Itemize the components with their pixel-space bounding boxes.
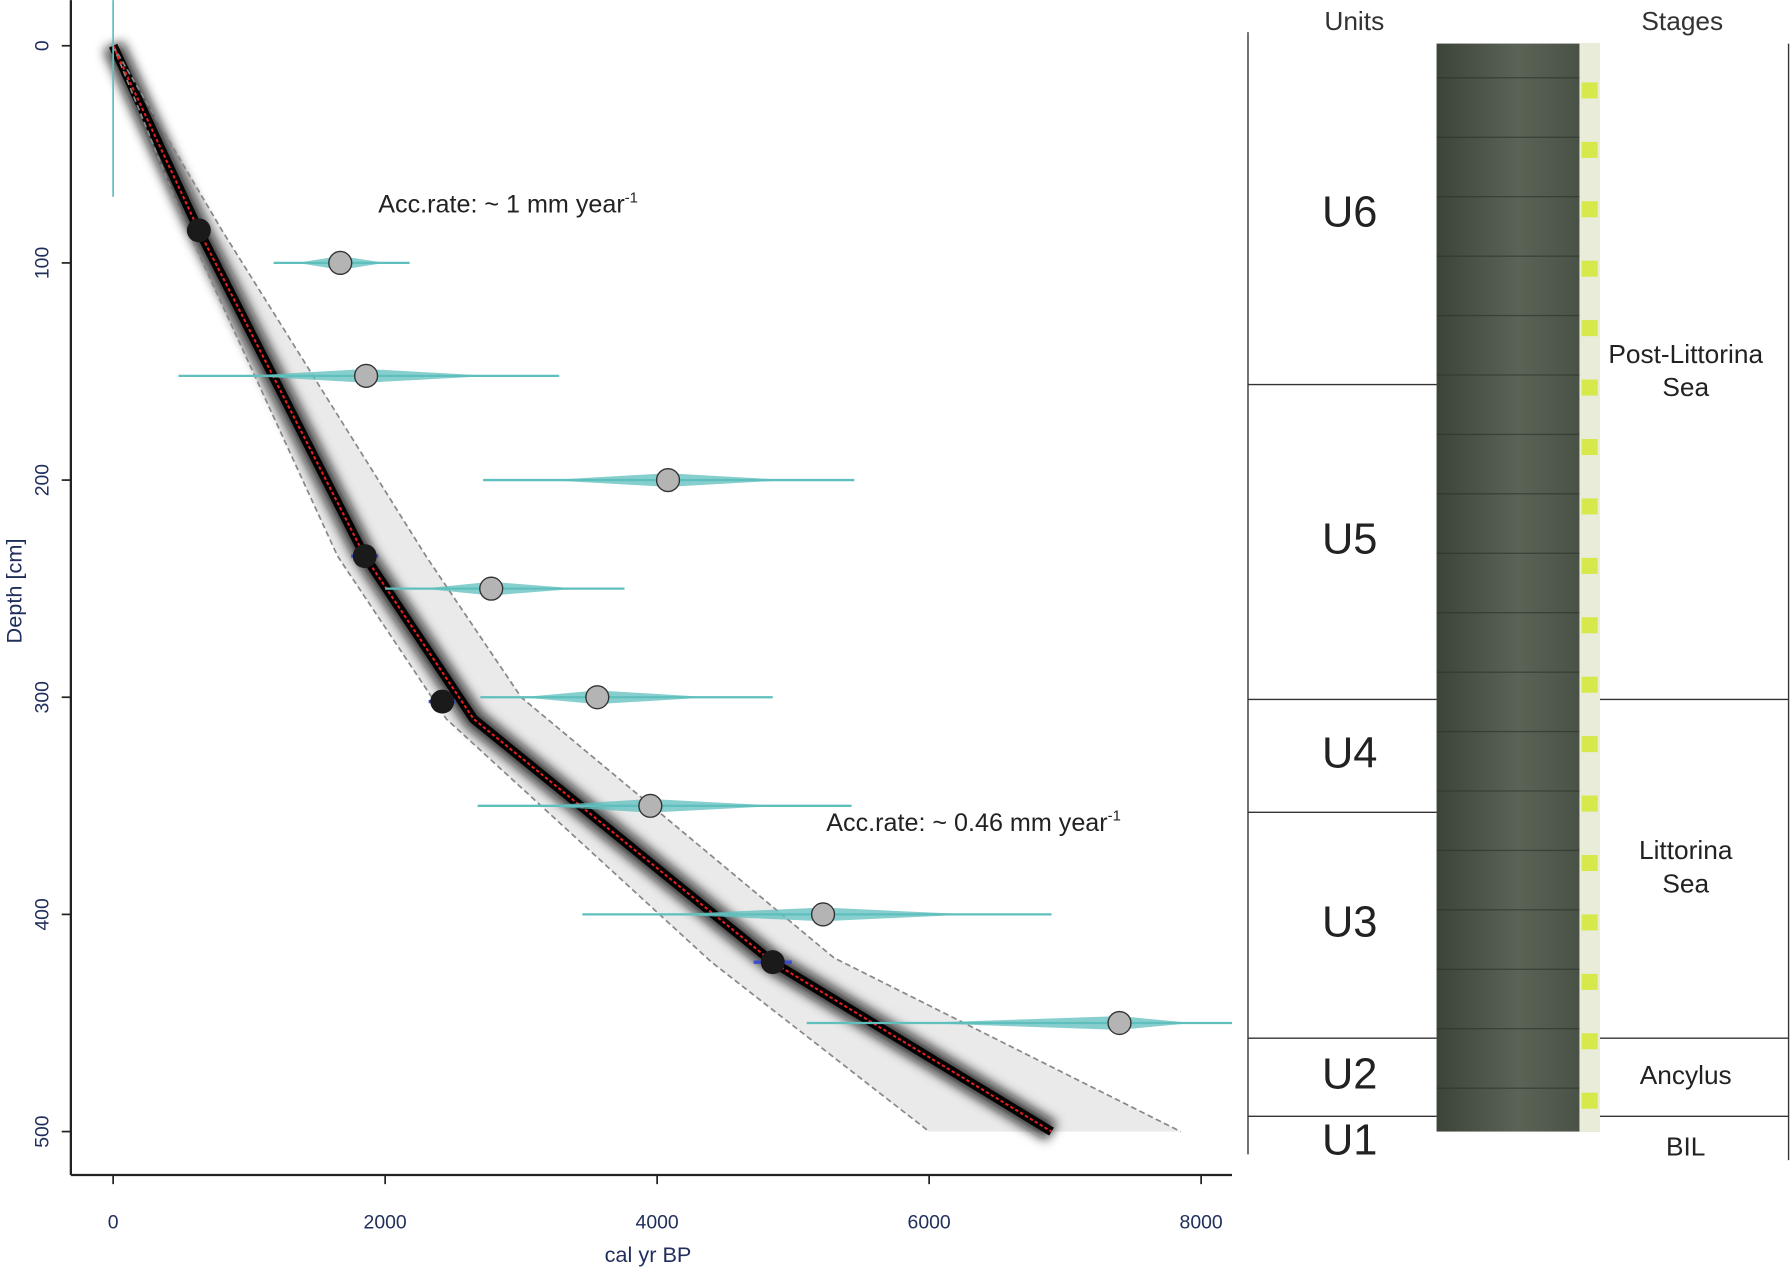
unit-label: U4 xyxy=(1322,729,1378,777)
units-header: Units xyxy=(1324,6,1384,36)
date-point xyxy=(810,902,836,927)
date-point xyxy=(328,250,353,276)
date-density xyxy=(521,690,712,705)
core-tag xyxy=(1581,1033,1598,1050)
core-image xyxy=(1436,43,1600,1132)
core-tag xyxy=(1581,855,1598,871)
density-core xyxy=(109,43,1054,1136)
x-tick-label: 6000 xyxy=(908,1212,951,1234)
stage-label: BIL xyxy=(1666,1132,1705,1162)
uncertainty-envelope xyxy=(113,45,1181,1132)
y-tick-label: 0 xyxy=(32,40,54,51)
core-tag xyxy=(1581,676,1598,693)
stage-label: Ancylus xyxy=(1640,1060,1732,1090)
core-tag xyxy=(1581,736,1598,753)
plot-area xyxy=(103,41,1232,1141)
dated-point xyxy=(430,689,455,714)
date-point xyxy=(1107,1010,1132,1036)
core-tag xyxy=(1581,914,1598,931)
date-point xyxy=(655,467,681,493)
unit-label: U2 xyxy=(1322,1051,1378,1099)
unit-label: U5 xyxy=(1322,515,1378,563)
core-log xyxy=(1247,32,1790,1161)
y-tick-label: 300 xyxy=(32,681,54,714)
x-tick-label: 8000 xyxy=(1180,1212,1223,1234)
annotation-text: Acc.rate: ~ 1 mm year xyxy=(378,191,624,219)
core-tag xyxy=(1581,201,1598,218)
unit-label: U3 xyxy=(1322,899,1378,947)
stage-label: Littorina xyxy=(1639,835,1733,865)
core-tag xyxy=(1581,973,1598,990)
annotation-sup: -1 xyxy=(1108,809,1121,825)
date-point xyxy=(638,793,663,818)
annotation: Acc.rate: ~ 1 mm year-1 xyxy=(378,190,638,218)
stage-label: Sea xyxy=(1662,372,1709,402)
x-tick-label: 4000 xyxy=(636,1212,679,1234)
y-tick-label: 100 xyxy=(32,247,54,280)
dated-point xyxy=(352,544,377,569)
stage-label: Sea xyxy=(1662,868,1709,898)
date-point xyxy=(353,363,379,388)
dated-point xyxy=(186,218,211,243)
core-tag xyxy=(1581,617,1598,634)
core-tag xyxy=(1581,260,1598,277)
axes xyxy=(69,0,1232,1177)
y-tick-label: 500 xyxy=(32,1115,54,1148)
core-tag xyxy=(1581,379,1598,396)
y-tick-label: 400 xyxy=(32,898,54,931)
annotation-sup: -1 xyxy=(625,190,638,206)
core-tag xyxy=(1581,498,1598,515)
x-tick-label: 2000 xyxy=(364,1212,407,1234)
confidence-bound xyxy=(112,45,1182,1133)
annotation: Acc.rate: ~ 0.46 mm year-1 xyxy=(826,809,1121,837)
core-tag xyxy=(1581,557,1598,574)
y-axis-title: Depth [cm] xyxy=(2,539,27,644)
annotation-text: Acc.rate: ~ 0.46 mm year xyxy=(826,809,1107,837)
confidence-bound xyxy=(112,45,930,1133)
y-tick-label: 200 xyxy=(32,464,54,497)
core-tag xyxy=(1581,82,1598,99)
core-tag xyxy=(1581,320,1598,337)
core-tag xyxy=(1581,1092,1598,1109)
stage-label: Post-Littorina xyxy=(1608,339,1763,369)
unit-label: U6 xyxy=(1322,189,1378,237)
x-tick-label: 0 xyxy=(108,1212,119,1234)
core-tag xyxy=(1581,439,1598,455)
core-tag xyxy=(1581,795,1598,812)
date-point xyxy=(585,685,610,710)
unit-label: U1 xyxy=(1322,1116,1378,1164)
dated-point xyxy=(760,950,785,975)
core-tag xyxy=(1581,141,1598,158)
x-axis-title: cal yr BP xyxy=(605,1242,692,1267)
date-point xyxy=(479,576,504,601)
stages-header: Stages xyxy=(1641,6,1723,36)
